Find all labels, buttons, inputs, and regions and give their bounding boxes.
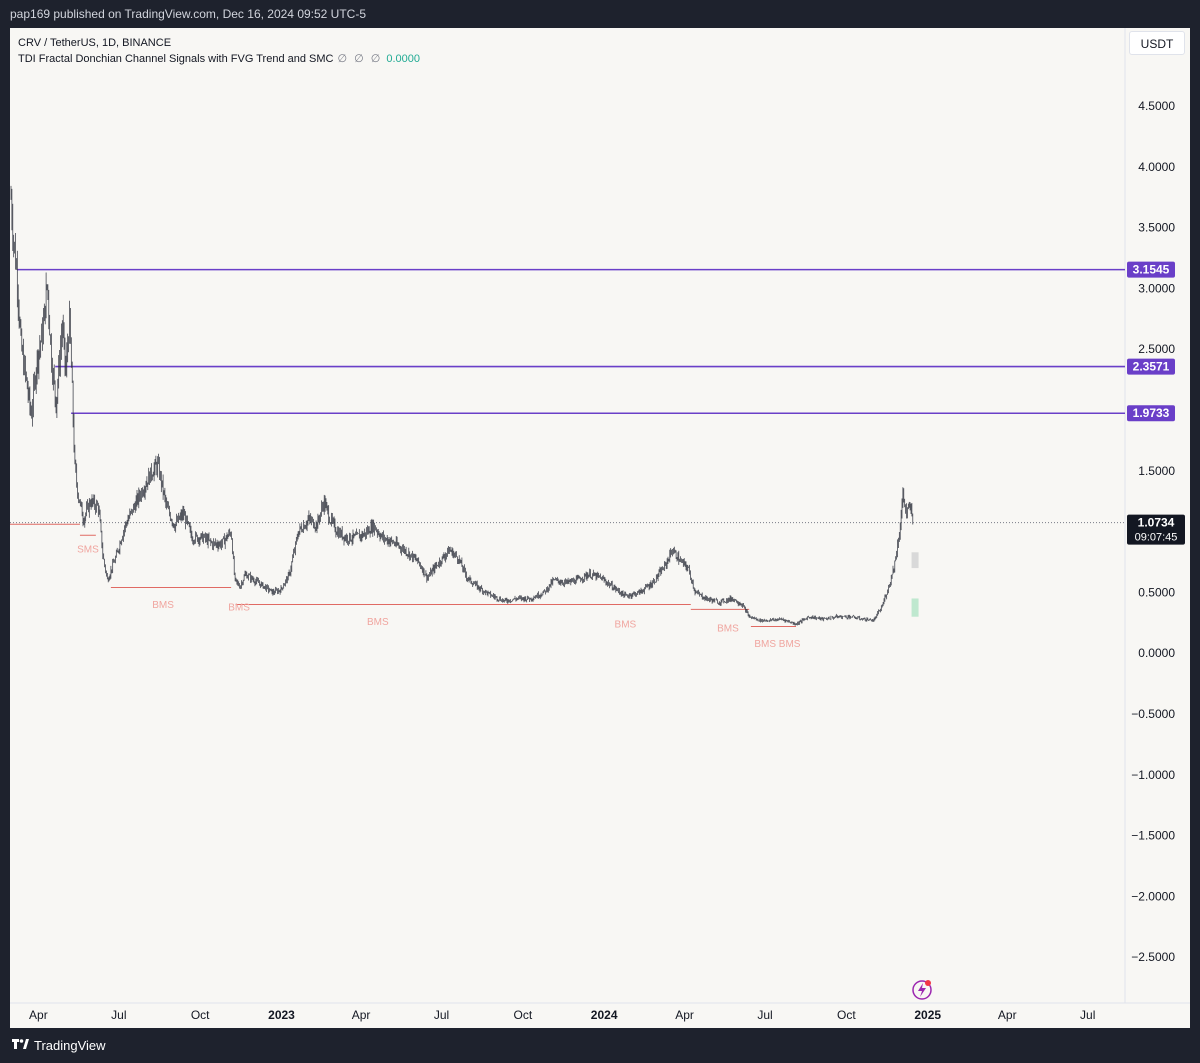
time-axis-tick: Apr [29,1008,48,1022]
indicator-legend-row[interactable]: TDI Fractal Donchian Channel Signals wit… [18,51,420,67]
time-axis-tick: Apr [998,1008,1017,1022]
time-axis-tick: Apr [675,1008,694,1022]
price-axis-tick: −0.5000 [1131,707,1175,721]
time-axis-tick: Jul [1080,1008,1095,1022]
price-axis-tick: −1.0000 [1131,768,1175,782]
time-axis-tick: 2023 [268,1008,295,1022]
time-axis-tick: Oct [837,1008,856,1022]
publish-info: pap169 published on TradingView.com, Dec… [10,7,367,21]
chart-area[interactable]: SMS BMS BMS BMS BMS BMS BMS BMS 4.5000 4.0000 3.5… [10,28,1190,1028]
price-axis-tick: 2.5000 [1138,342,1175,356]
price-axis-tick: 4.0000 [1138,160,1175,174]
price-axis-tick: −2.0000 [1131,889,1175,903]
lightning-icon[interactable] [912,980,932,1000]
time-axis-tick: Oct [191,1008,210,1022]
indicator-flags: ∅ ∅ ∅ [337,53,383,65]
structure-label: BMS [367,617,389,628]
time-axis-tick: 2025 [914,1008,941,1022]
price-axis-tick: −2.5000 [1131,950,1175,964]
level-price-label: 3.1545 [1133,263,1170,277]
time-axis-tick: Jul [434,1008,449,1022]
bar-countdown-label: 09:07:45 [1135,532,1178,544]
price-axis-tick: 3.0000 [1138,281,1175,295]
chart-legend: CRV / TetherUS, 1D, BINANCE TDI Fractal … [18,35,420,67]
structure-label: BMS [228,603,250,614]
publish-header: pap169 published on TradingView.com, Dec… [0,0,1200,28]
structure-label: BMS [615,620,637,631]
price-chart[interactable]: SMS BMS BMS BMS BMS BMS BMS BMS 4.5000 4.0000 3.5… [10,28,1190,1028]
footer-bar: TradingView [0,1028,1200,1063]
price-axis-tick: 0.5000 [1138,585,1175,599]
tradingview-logo-icon[interactable] [12,1037,30,1051]
time-axis-tick: Jul [111,1008,126,1022]
structure-label: BMS [152,600,174,611]
price-axis-tick: 3.5000 [1138,221,1175,235]
level-price-tag[interactable] [1127,405,1175,422]
level-price-tag[interactable] [1127,358,1175,375]
price-axis-tick: 4.5000 [1138,99,1175,113]
level-price-label: 1.9733 [1133,406,1170,420]
price-axis-tick: 0.0000 [1138,646,1175,660]
time-axis-tick: Oct [514,1008,533,1022]
footer-brand: TradingView [34,1038,106,1053]
currency-button[interactable]: USDT [1129,31,1185,55]
time-axis-tick: Jul [757,1008,772,1022]
fvg-box-green [911,598,919,617]
price-axis-tick: −1.5000 [1131,829,1175,843]
level-price-label: 2.3571 [1133,360,1170,374]
structure-label: BMS [717,623,739,634]
level-price-tag[interactable] [1127,261,1175,278]
price-axis-tick: 1.5000 [1138,464,1175,478]
time-axis-tick: 2024 [591,1008,618,1022]
structure-label: BMS BMS [754,639,800,650]
indicator-name: TDI Fractal Donchian Channel Signals wit… [18,53,334,65]
time-axis-tick: Apr [352,1008,371,1022]
current-price-label: 1.0734 [1138,516,1175,530]
fvg-box-grey [911,552,919,569]
structure-label: SMS [77,544,99,555]
symbol-label[interactable]: CRV / TetherUS, 1D, BINANCE [18,37,172,49]
current-price-tag[interactable] [1127,514,1185,545]
indicator-value: 0.0000 [386,53,420,65]
